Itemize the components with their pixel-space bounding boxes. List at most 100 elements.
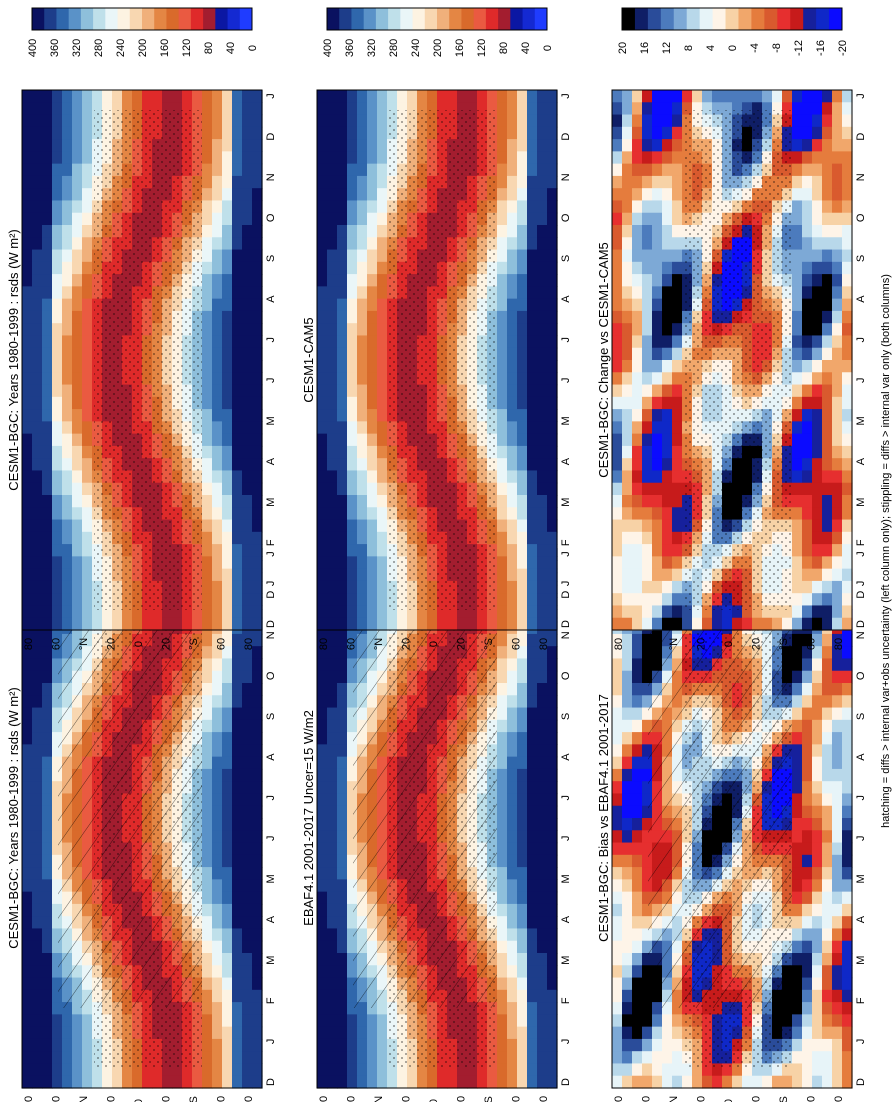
heatmap-cell: [232, 433, 243, 447]
heatmap-cell: [527, 396, 538, 410]
heatmap-cell: [517, 1026, 528, 1040]
heatmap-cell: [32, 458, 43, 472]
heatmap-cell: [547, 977, 558, 991]
heatmap-cell: [367, 421, 378, 435]
colorbar-swatch: [129, 8, 143, 30]
heatmap-cell: [232, 903, 243, 917]
heatmap-cell: [377, 421, 388, 435]
heatmap-cell: [232, 756, 243, 770]
heatmap-cell: [517, 695, 528, 709]
heatmap-cell: [337, 544, 348, 557]
heatmap-cell: [337, 977, 348, 991]
heatmap-cell: [547, 732, 558, 745]
heatmap-cell: [72, 347, 83, 361]
heatmap-cell: [612, 646, 623, 660]
heatmap-cell: [347, 347, 358, 361]
heatmap-cell: [192, 1063, 203, 1077]
heatmap-cell: [387, 1063, 398, 1077]
colorbar-tick-label: 400: [322, 39, 334, 57]
heatmap-cell: [507, 409, 518, 422]
month-tick-label: S: [560, 255, 572, 262]
colorbar-swatch: [510, 8, 524, 30]
heatmap-cell: [317, 188, 328, 202]
heatmap-cell: [42, 225, 53, 238]
colorbar-swatch: [498, 8, 511, 30]
heatmap-cell: [517, 903, 528, 917]
heatmap-cell: [357, 261, 368, 275]
heatmap-cell: [347, 793, 358, 807]
heatmap-cell: [232, 707, 243, 721]
heatmap-cell: [507, 916, 518, 930]
heatmap-cell: [702, 1075, 713, 1089]
heatmap-cell: [497, 335, 508, 349]
heatmap-cell: [507, 347, 518, 361]
heatmap-cell: [32, 830, 43, 844]
heatmap-cell: [527, 102, 538, 116]
heatmap-cell: [327, 335, 338, 349]
heatmap-cell: [547, 482, 558, 496]
heatmap-cell: [327, 409, 338, 422]
heatmap-cell: [367, 495, 378, 508]
heatmap-cell: [232, 695, 243, 709]
heatmap-cell: [232, 768, 243, 782]
heatmap-cell: [222, 940, 233, 954]
colorbar-swatch: [203, 8, 216, 30]
heatmap-cell: [337, 953, 348, 966]
heatmap-cell: [497, 1002, 508, 1015]
heatmap-cell: [632, 818, 643, 831]
heatmap-cell: [317, 830, 328, 844]
heatmap-cell: [517, 225, 528, 238]
heatmap-cell: [367, 519, 378, 533]
heatmap-cell: [52, 507, 63, 521]
heatmap-cell: [72, 102, 83, 116]
heatmap-cell: [242, 719, 253, 733]
heatmap-cell: [497, 719, 508, 733]
heatmap-cell: [357, 396, 368, 410]
heatmap-cell: [232, 670, 243, 684]
heatmap-cell: [62, 1075, 73, 1089]
heatmap-cell: [547, 495, 558, 508]
heatmap-cell: [632, 940, 643, 954]
heatmap-cell: [232, 470, 243, 484]
heatmap-cell: [317, 212, 328, 226]
heatmap-cell: [122, 90, 133, 103]
heatmap-cell: [537, 854, 548, 868]
heatmap-cell: [222, 756, 233, 770]
heatmap-cell: [252, 1014, 263, 1028]
heatmap-cell: [527, 670, 538, 684]
heatmap-cell: [42, 928, 53, 942]
heatmap-cell: [497, 347, 508, 361]
heatmap-cell: [357, 163, 368, 177]
heatmap-cell: [632, 1051, 643, 1065]
heatmap-cell: [367, 1075, 378, 1089]
heatmap-cell: [397, 617, 408, 631]
heatmap-cell: [612, 781, 623, 795]
heatmap-cell: [32, 445, 43, 459]
heatmap-cell: [22, 470, 33, 484]
heatmap-cell: [82, 323, 93, 337]
heatmap-cell: [52, 261, 63, 275]
heatmap-cell: [377, 433, 388, 447]
heatmap-cell: [317, 396, 328, 410]
heatmap-cell: [62, 126, 73, 140]
heatmap-cell: [497, 1063, 508, 1077]
heatmap-cell: [347, 1014, 358, 1028]
heatmap-cell: [497, 707, 508, 721]
heatmap-cell: [367, 1051, 378, 1065]
heatmap-cell: [507, 1075, 518, 1089]
heatmap-cell: [72, 90, 83, 103]
heatmap-cell: [327, 977, 338, 991]
heatmap-cell: [32, 139, 43, 152]
heatmap-cell: [52, 940, 63, 954]
heatmap-cell: [72, 556, 83, 570]
heatmap-cell: [242, 646, 253, 660]
heatmap-cell: [222, 151, 233, 165]
heatmap-cell: [347, 1063, 358, 1077]
heatmap-cell: [82, 617, 93, 631]
heatmap-cell: [517, 756, 528, 770]
heatmap-cell: [632, 867, 643, 880]
heatmap-cell: [252, 249, 263, 263]
heatmap-cell: [232, 188, 243, 202]
heatmap-cell: [612, 1014, 623, 1028]
colorbar-swatch: [534, 8, 548, 30]
